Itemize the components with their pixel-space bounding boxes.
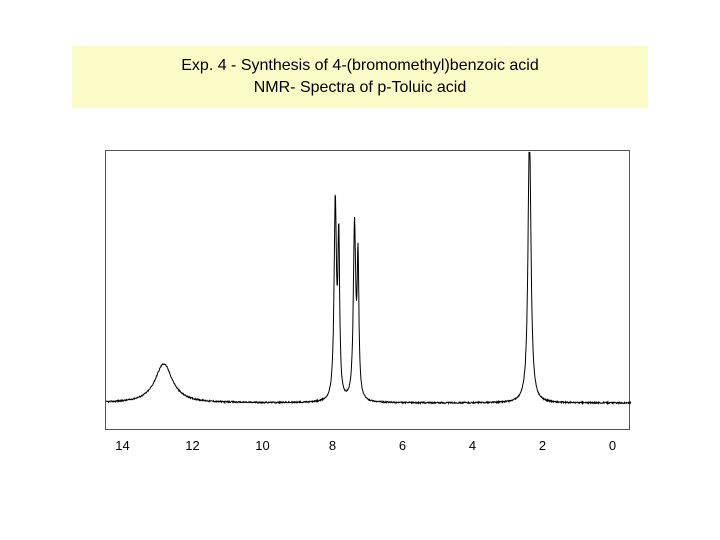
x-tick-label: 6 [399, 438, 406, 453]
x-tick-label: 2 [539, 438, 546, 453]
plot-area [105, 150, 630, 430]
nmr-chart: 14 12 10 8 6 4 2 0 [105, 150, 630, 460]
title-line-1: Exp. 4 - Synthesis of 4-(bromomethyl)ben… [181, 55, 538, 77]
title-line-2: NMR- Spectra of p-Toluic acid [254, 77, 467, 99]
x-tick-label: 12 [185, 438, 199, 453]
spectrum-line [106, 152, 631, 403]
x-tick-label: 4 [469, 438, 476, 453]
title-box: Exp. 4 - Synthesis of 4-(bromomethyl)ben… [72, 46, 648, 108]
x-axis-labels: 14 12 10 8 6 4 2 0 [105, 438, 630, 458]
x-tick-label: 14 [115, 438, 129, 453]
x-tick-label: 0 [609, 438, 616, 453]
x-tick-label: 10 [255, 438, 269, 453]
spectrum-svg [106, 151, 631, 431]
x-tick-label: 8 [329, 438, 336, 453]
